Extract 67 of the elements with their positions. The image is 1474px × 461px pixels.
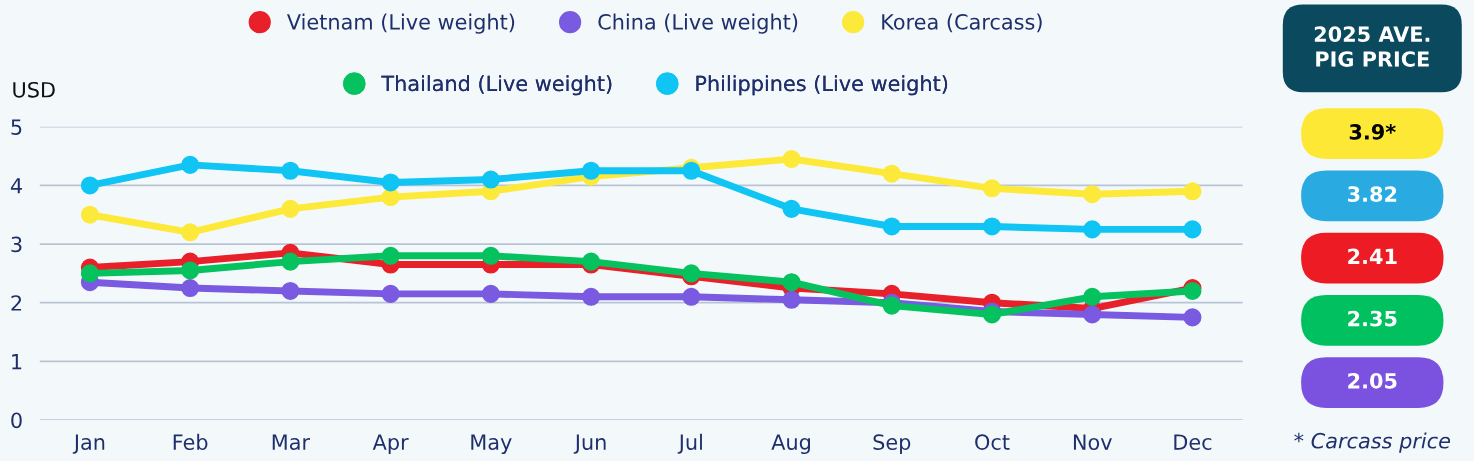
legend-label: China (Live weight) [598, 13, 798, 34]
x-tick-label: Mar [272, 434, 311, 450]
point [782, 290, 801, 309]
point [381, 173, 400, 192]
point [1083, 287, 1102, 306]
point [582, 161, 601, 180]
y-tick-label: 5 [11, 119, 22, 135]
x-tick-label: Jun [573, 434, 606, 454]
text: 2.41 [1348, 248, 1397, 264]
point [281, 281, 300, 300]
point [481, 170, 500, 189]
x-tick-label: Feb [173, 433, 208, 450]
point [80, 264, 99, 283]
text: 2.05 [1348, 372, 1397, 389]
y-tick-label: 4 [10, 178, 22, 194]
legend-label: Vietnam (Live weight) [286, 13, 515, 34]
point [782, 149, 801, 169]
point [782, 273, 801, 292]
point [381, 246, 400, 265]
x-tick-label: Apr [372, 434, 409, 455]
point [481, 246, 500, 265]
text: 2.35 [1348, 310, 1397, 327]
text: 3.9* [1349, 123, 1396, 140]
point [281, 161, 300, 180]
text: 2025 AVE. PIG PRICE [1314, 26, 1430, 67]
point [582, 287, 601, 306]
point [181, 261, 200, 280]
x-tick-label: May [471, 434, 512, 455]
point [381, 188, 400, 207]
x-tick-label: Dec [1174, 434, 1212, 450]
x-tick-label: Oct [975, 434, 1010, 450]
point [281, 252, 300, 271]
point [1083, 305, 1102, 324]
point [1183, 220, 1202, 239]
point [1183, 182, 1202, 201]
text: 3.82 [1347, 186, 1397, 202]
point [1083, 185, 1102, 204]
legend-label: Philippines (Live weight) [696, 75, 948, 96]
y-axis-title: USD [13, 81, 55, 98]
text: * Carcass price [1294, 432, 1451, 453]
x-tick-label: Sep [873, 434, 911, 455]
point [1083, 220, 1102, 239]
x-tick-label: Aug [771, 434, 810, 455]
point [181, 279, 200, 298]
point [1183, 308, 1202, 327]
point [181, 155, 200, 174]
x-tick-label: Jul [677, 433, 702, 454]
point [80, 176, 99, 195]
point [481, 284, 500, 303]
x-tick-label: Jan [72, 434, 105, 454]
x-tick-label: Nov [1073, 434, 1112, 450]
point [982, 217, 1002, 236]
legend-label: Thailand (Live weight) [381, 75, 612, 96]
y-tick-label: 0 [11, 412, 22, 429]
point [682, 287, 701, 306]
point [381, 284, 400, 303]
y-tick-label: 3 [11, 236, 22, 253]
point [882, 164, 901, 183]
point [181, 223, 200, 242]
y-tick-label: 1 [12, 354, 22, 370]
point [281, 199, 300, 218]
y-tick-label: 2 [11, 295, 22, 311]
point [782, 199, 801, 218]
point [80, 205, 99, 224]
point [982, 179, 1002, 198]
legend-label: Korea (Carcass) [882, 13, 1042, 33]
point [882, 217, 901, 236]
